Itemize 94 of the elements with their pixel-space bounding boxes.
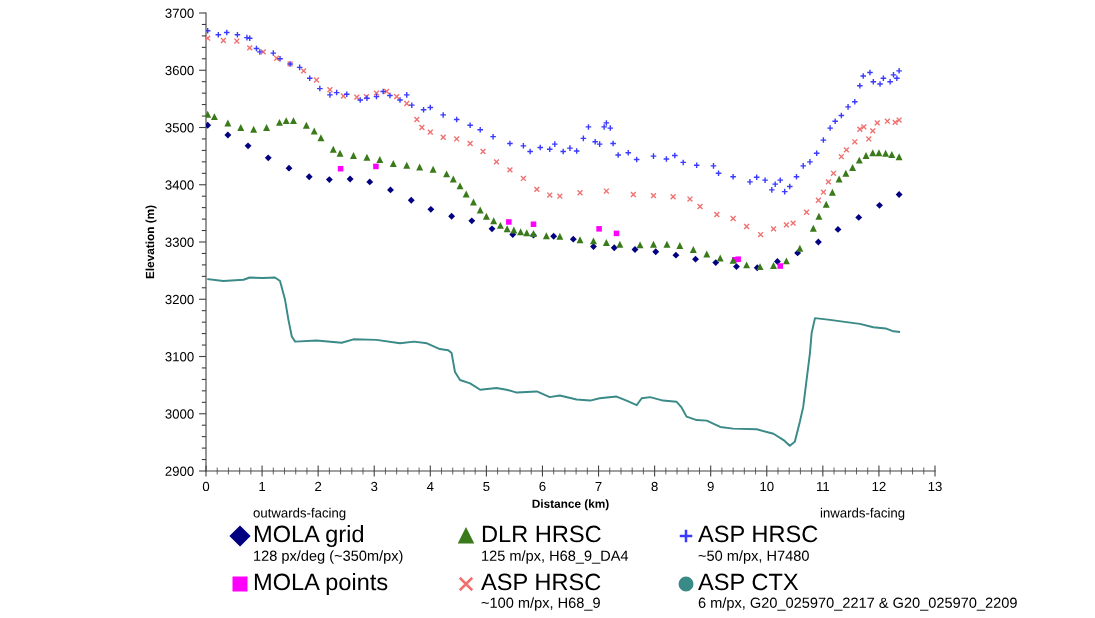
legend-label: MOLA points bbox=[254, 572, 388, 596]
x-tick-label: 0 bbox=[202, 481, 210, 492]
point bbox=[246, 44, 253, 52]
point bbox=[373, 163, 379, 170]
line-series bbox=[207, 276, 901, 447]
point bbox=[876, 201, 883, 209]
x-tick-label: 4 bbox=[426, 481, 434, 491]
point bbox=[506, 219, 512, 225]
x-tick-label: 2 bbox=[315, 481, 322, 491]
y-tick-label: 3200 bbox=[165, 294, 194, 305]
y-tick-label: 3400 bbox=[165, 180, 194, 190]
point bbox=[326, 86, 334, 93]
point bbox=[493, 158, 500, 165]
x-tick-label: 9 bbox=[707, 481, 714, 492]
point bbox=[729, 215, 737, 222]
point bbox=[569, 235, 577, 243]
point bbox=[488, 225, 496, 233]
legend-label: ASP HRSC ~50 m/px, H7480 bbox=[698, 525, 818, 564]
y-tick-label: 3700 bbox=[165, 8, 194, 18]
point bbox=[825, 178, 832, 186]
point bbox=[696, 203, 704, 210]
point bbox=[874, 119, 881, 127]
point bbox=[550, 232, 558, 240]
point bbox=[453, 135, 460, 143]
point bbox=[413, 116, 420, 123]
y-tick-label: 3500 bbox=[165, 123, 194, 133]
point bbox=[815, 197, 822, 204]
point bbox=[834, 225, 842, 233]
x-tick-label: 6 bbox=[539, 481, 546, 492]
point bbox=[820, 189, 827, 196]
x-tick-label: 10 bbox=[760, 481, 774, 492]
legend-label: ASP HRSC ~100 m/px, H68_9 bbox=[481, 573, 601, 611]
point bbox=[869, 127, 876, 135]
point bbox=[468, 217, 476, 225]
x-tick-label: 11 bbox=[817, 481, 830, 491]
y-tick-label: 3600 bbox=[165, 65, 194, 76]
x-tick-label: 1 bbox=[259, 481, 266, 491]
point bbox=[313, 76, 320, 84]
point bbox=[596, 226, 602, 232]
point bbox=[814, 238, 822, 246]
x-tick-label: 13 bbox=[928, 481, 942, 492]
point bbox=[264, 154, 272, 162]
point bbox=[713, 211, 720, 218]
point bbox=[630, 191, 637, 198]
point bbox=[325, 176, 333, 184]
point bbox=[843, 146, 850, 153]
point bbox=[206, 35, 211, 42]
point bbox=[387, 186, 394, 194]
point bbox=[346, 175, 354, 183]
legend-label: DLR HRSC 125 m/px, H68_9_DA4 bbox=[482, 525, 629, 564]
y-tick-label: 3100 bbox=[165, 352, 194, 362]
point bbox=[285, 164, 293, 172]
point bbox=[830, 170, 837, 177]
point bbox=[244, 142, 252, 150]
point bbox=[733, 263, 740, 271]
point bbox=[712, 259, 720, 267]
point bbox=[418, 124, 426, 131]
x-axis-title: Distance (km) bbox=[532, 499, 609, 511]
point bbox=[373, 90, 380, 97]
point bbox=[448, 212, 456, 220]
point bbox=[777, 263, 784, 269]
point bbox=[206, 121, 212, 129]
text: outwards-facing bbox=[253, 507, 346, 521]
x-tick-label: 5 bbox=[483, 481, 490, 492]
point bbox=[533, 186, 540, 193]
point bbox=[576, 189, 584, 196]
x-tick-label: 8 bbox=[651, 481, 658, 492]
point bbox=[860, 123, 867, 131]
y-tick-label: 3300 bbox=[165, 237, 194, 247]
y-tick-label: 2900 bbox=[165, 466, 194, 476]
y-axis-title: Elevation (m) bbox=[145, 205, 157, 279]
point bbox=[224, 131, 232, 139]
point bbox=[692, 255, 699, 263]
point bbox=[803, 209, 810, 216]
point bbox=[546, 191, 553, 199]
text: inwards-facing bbox=[820, 507, 905, 521]
point bbox=[855, 213, 863, 221]
point bbox=[672, 251, 680, 259]
x-tick-label: 3 bbox=[371, 481, 378, 492]
point bbox=[590, 243, 597, 251]
legend-label: ASP CTX 6 m/px, G20_025970_2217 & G20_025970_2209 bbox=[698, 573, 1017, 611]
point bbox=[300, 67, 307, 74]
point bbox=[530, 221, 537, 228]
point bbox=[895, 191, 903, 198]
x-tick-label: 7 bbox=[595, 481, 602, 491]
point bbox=[770, 225, 777, 232]
point bbox=[603, 187, 610, 195]
y-tick-label: 3000 bbox=[165, 409, 194, 419]
point bbox=[479, 148, 487, 155]
point bbox=[366, 178, 374, 186]
point bbox=[427, 128, 434, 136]
legend-label: MOLA grid 128 px/deg (~350m/px) bbox=[254, 524, 403, 564]
point bbox=[466, 140, 474, 147]
x-tick-label: 12 bbox=[872, 481, 886, 491]
